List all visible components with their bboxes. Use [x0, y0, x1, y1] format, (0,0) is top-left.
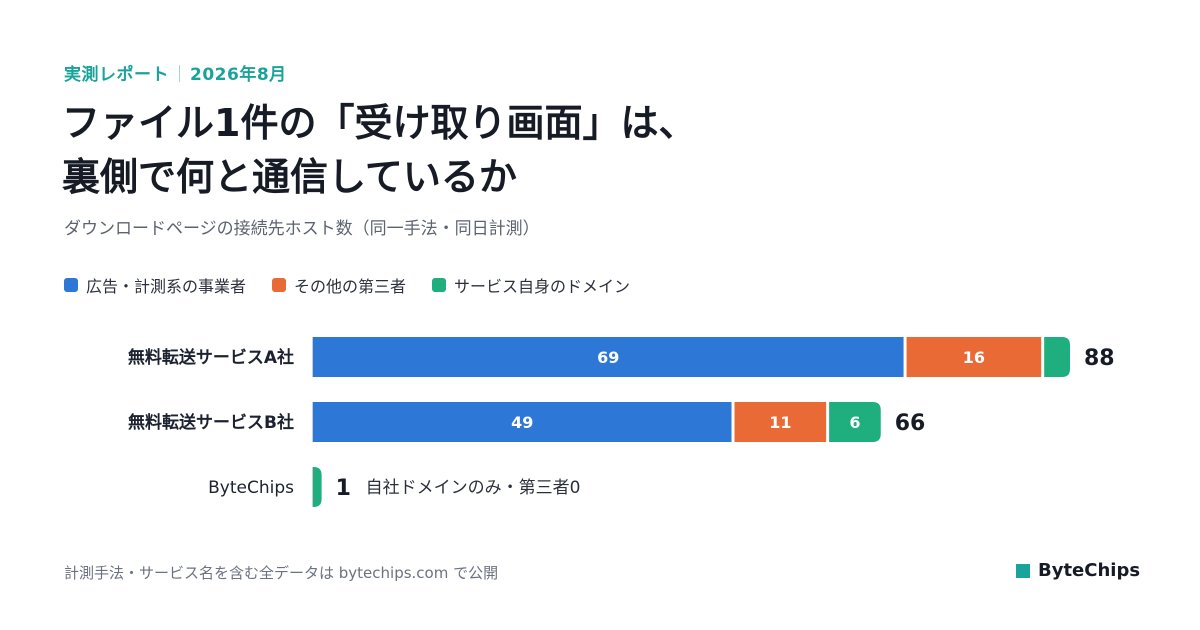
- bar-segment: [1044, 337, 1070, 377]
- bar-segment: [313, 402, 732, 442]
- eyebrow-divider: [179, 65, 180, 82]
- title-line-1: ファイル1件の「受け取り画面」は、: [62, 101, 697, 145]
- legend-label-other-third-party: その他の第三者: [294, 277, 407, 296]
- bar-baseline: [312, 467, 314, 507]
- eyebrow-label: 実測レポート: [64, 65, 169, 85]
- segment-value-label: 69: [597, 348, 619, 367]
- footer-note: 計測手法・サービス名を含む全データは bytechips.com で公開: [64, 564, 499, 582]
- title-line-2: 裏側で何と通信しているか: [62, 155, 517, 199]
- bar-annotation: 自社ドメインのみ・第三者0: [366, 478, 581, 498]
- legend-swatch-own-domain: [432, 278, 447, 292]
- brand-mark-icon: [1016, 563, 1030, 578]
- segment-value-label: 11: [769, 413, 791, 432]
- bar-baseline: [312, 402, 314, 442]
- bar-total-label: 88: [1084, 346, 1115, 371]
- bar-total-label: 66: [895, 411, 926, 436]
- brand-name: ByteChips: [1038, 560, 1141, 581]
- bar-segment: [829, 402, 881, 442]
- legend-swatch-ads: [64, 278, 78, 292]
- category-label: 無料転送サービスA社: [128, 347, 294, 368]
- legend-swatch-other-third-party: [272, 278, 287, 292]
- bar-segment: [313, 467, 322, 507]
- legend-label-own-domain: サービス自身のドメイン: [454, 277, 631, 296]
- segment-value-label: 49: [511, 413, 533, 432]
- bar-total-label: 1: [336, 476, 351, 501]
- chart-subtitle: ダウンロードページの接続先ホスト数（同一手法・同日計測）: [64, 219, 540, 239]
- legend-item-own-domain: サービス自身のドメイン: [432, 273, 630, 297]
- page-title: ファイル1件の「受け取り画面」は、 裏側で何と通信しているか: [62, 96, 696, 204]
- legend-item-ads: 広告・計測系の事業者: [64, 273, 246, 297]
- bar-baseline: [312, 337, 314, 377]
- report-eyebrow: 実測レポート 2026年8月: [64, 60, 287, 85]
- bar-segment: [906, 337, 1042, 377]
- bar-segment: [313, 337, 904, 377]
- eyebrow-date: 2026年8月: [190, 65, 287, 85]
- category-label: 無料転送サービスB社: [128, 412, 294, 433]
- legend-item-other-third-party: その他の第三者: [272, 273, 406, 297]
- bar-segment: [734, 402, 827, 442]
- segment-value-label: 6: [849, 413, 860, 432]
- segment-value-label: 16: [963, 348, 985, 367]
- category-label: ByteChips: [208, 478, 294, 498]
- chart-legend: 広告・計測系の事業者 その他の第三者 サービス自身のドメイン: [64, 273, 630, 297]
- brand-logo: ByteChips: [1016, 560, 1140, 581]
- legend-label-ads: 広告・計測系の事業者: [86, 277, 247, 296]
